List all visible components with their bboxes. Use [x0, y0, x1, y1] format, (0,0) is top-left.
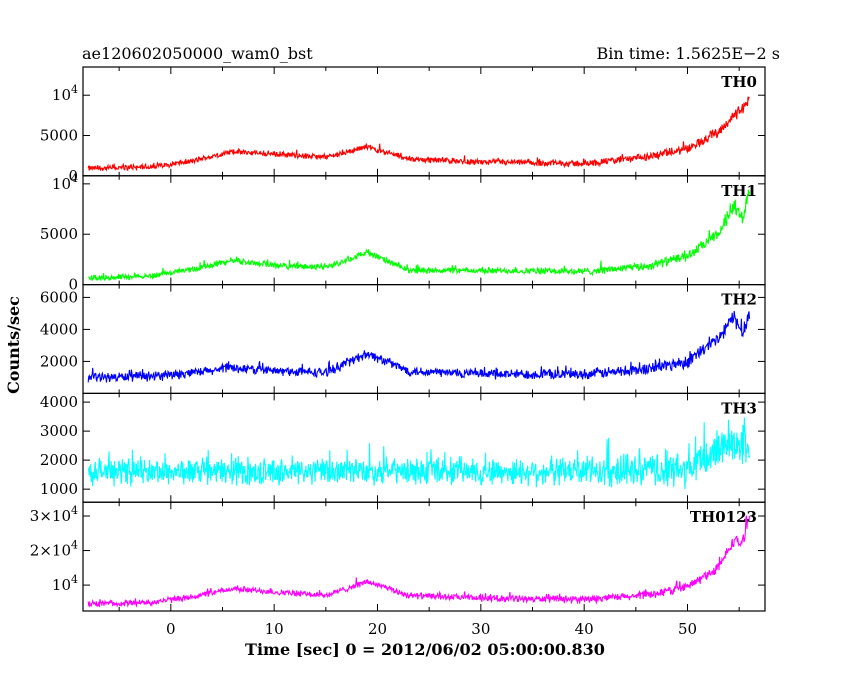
y-tick-label-th1: 0 — [68, 276, 78, 294]
y-axis-title: Counts/sec — [4, 296, 23, 394]
y-tick-label-th3: 2000 — [40, 451, 78, 469]
y-tick-label-th0: 5000 — [40, 127, 78, 145]
y-tick-label-th0: 104 — [52, 83, 78, 104]
series-line-th2 — [87, 310, 751, 383]
y-tick-label-th3: 3000 — [40, 422, 78, 440]
y-tick-label-th3: 1000 — [40, 480, 78, 498]
y-tick-label-th1: 104 — [52, 172, 78, 193]
panel-label-th0: TH0 — [721, 73, 757, 91]
x-tick-label: 30 — [471, 620, 490, 638]
panel-label-th3: TH3 — [721, 399, 757, 417]
y-tick-label-th2: 4000 — [40, 320, 78, 338]
y-tick-label-th0123: 104 — [52, 573, 78, 594]
panel-label-th2: TH2 — [721, 291, 757, 309]
y-tick-label-th2: 2000 — [40, 352, 78, 370]
chart-title-left: ae120602050000_wam0_bst — [82, 44, 313, 63]
x-tick-label: 50 — [678, 620, 697, 638]
y-tick-label-th0123: 2×104 — [30, 539, 78, 560]
x-tick-label: 0 — [166, 620, 176, 638]
y-tick-label-th2: 6000 — [40, 288, 78, 306]
series-line-th0 — [87, 96, 750, 172]
series-line-th0123 — [87, 515, 751, 608]
panel-frame-th0123 — [82, 501, 766, 612]
y-tick-label-th0: 0 — [68, 167, 78, 185]
x-tick-label: 40 — [575, 620, 594, 638]
x-axis-title: Time [sec] 0 = 2012/06/02 05:00:00.830 — [245, 640, 605, 659]
panel-frame-th3 — [82, 392, 766, 503]
y-tick-label-th1: 5000 — [40, 225, 78, 243]
y-tick-label-th3: 4000 — [40, 393, 78, 411]
panel-label-th0123: TH0123 — [690, 508, 757, 526]
series-line-th3 — [87, 417, 751, 490]
y-tick-label-th0123: 3×104 — [30, 504, 78, 525]
x-tick-label: 20 — [368, 620, 387, 638]
panel-label-th1: TH1 — [721, 182, 757, 200]
chart-title-right: Bin time: 1.5625E−2 s — [597, 44, 780, 63]
series-line-th1 — [88, 189, 751, 281]
x-tick-label: 10 — [265, 620, 284, 638]
